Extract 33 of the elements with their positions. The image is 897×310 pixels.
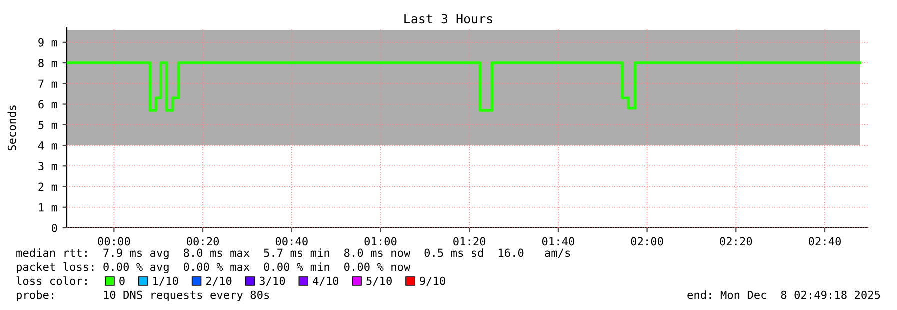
x-tick-label: 01:20 bbox=[454, 237, 486, 246]
y-tick-label: 2 m bbox=[38, 182, 58, 192]
y-tick-label: 9 m bbox=[38, 38, 58, 47]
legend-label: 0 bbox=[120, 276, 125, 286]
y-tick-label: 1 m bbox=[39, 204, 58, 212]
legend-label: 3/10 bbox=[260, 276, 286, 286]
chart-title: Last 3 Hours bbox=[404, 14, 492, 24]
text: packet loss: 0.00 % avg 0.00 % max 0.00 % min 0.00 % now bbox=[17, 262, 411, 274]
legend-label: 5/10 bbox=[366, 276, 392, 286]
legend-title: loss color: bbox=[16, 276, 87, 286]
y-tick-label: 4 m bbox=[38, 142, 58, 150]
legend-label: 2/10 bbox=[206, 276, 232, 286]
legend-label: 1/10 bbox=[154, 276, 178, 286]
text: end: Mon Dec 8 02:49:18 2025 bbox=[688, 290, 880, 300]
y-tick-label: 8 m bbox=[38, 59, 58, 68]
x-tick-label: 02:40 bbox=[809, 237, 842, 246]
y-tick-label: 7 m bbox=[38, 80, 58, 88]
x-tick-label: 00:00 bbox=[98, 237, 130, 246]
legend-label: 9/10 bbox=[420, 276, 446, 286]
y-axis-title: Seconds bbox=[8, 106, 16, 151]
y-tick-label: 5 m bbox=[38, 121, 58, 130]
y-tick-label: 0 bbox=[52, 224, 58, 232]
legend-label: 4/10 bbox=[313, 276, 339, 286]
y-tick-label: 6 m bbox=[38, 100, 58, 109]
x-tick-label: 01:40 bbox=[542, 237, 574, 246]
text: probe: 10 DNS requests every 80s bbox=[17, 290, 270, 302]
text: median rtt: 7.9 ms avg 8.0 ms max 5.7 ms min 8.0 ms now 0.5 ms sd 16.0 am/s bbox=[16, 248, 570, 260]
x-tick-label: 00:20 bbox=[187, 237, 220, 246]
x-tick-label: 01:00 bbox=[364, 237, 397, 246]
x-tick-label: 02:20 bbox=[720, 237, 752, 246]
x-tick-label: 02:00 bbox=[631, 237, 664, 246]
y-tick-label: 3 m bbox=[38, 162, 58, 171]
x-tick-label: 00:40 bbox=[276, 237, 308, 246]
